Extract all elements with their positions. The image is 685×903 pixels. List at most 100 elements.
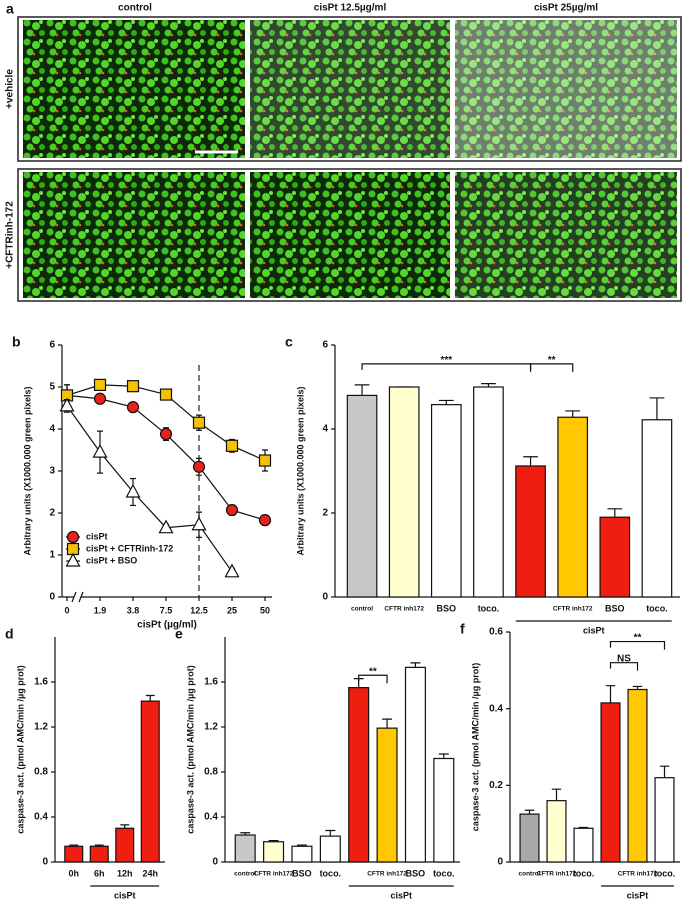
marker bbox=[191, 516, 207, 531]
y-tick-label: 5 bbox=[49, 382, 55, 393]
y-tick-label: 4 bbox=[49, 424, 55, 435]
x-tick-label: control bbox=[518, 871, 540, 878]
error-bar bbox=[523, 456, 538, 466]
y-axis-label: Arbitrary units (X1000.000 green pixels) bbox=[295, 386, 305, 555]
marker bbox=[224, 563, 240, 578]
bar bbox=[376, 727, 398, 863]
error-bar bbox=[659, 765, 670, 778]
significance-bracket bbox=[529, 363, 574, 372]
x-tick-label: toco. bbox=[478, 603, 500, 613]
marker bbox=[93, 378, 107, 391]
significance-label: ** bbox=[369, 666, 377, 677]
error-bar bbox=[145, 694, 155, 702]
panel-letter: e bbox=[175, 626, 183, 642]
row-label: +CFTRinh-172 bbox=[5, 201, 16, 269]
x-tick-label: BSO bbox=[437, 603, 457, 613]
x-tick-label: toco. bbox=[646, 603, 668, 613]
bar bbox=[89, 845, 109, 863]
x-tick-label: CFTR inh172 bbox=[254, 871, 294, 878]
marker bbox=[93, 392, 107, 405]
error-bar bbox=[551, 788, 562, 801]
axis-break bbox=[74, 592, 81, 602]
y-tick-label: 0 bbox=[497, 857, 503, 868]
x-tick-label: 12h bbox=[117, 868, 133, 878]
x-tick-label: 7.5 bbox=[160, 605, 173, 615]
bar bbox=[654, 777, 675, 863]
marker bbox=[225, 439, 239, 452]
x-tick-label: 6h bbox=[94, 868, 105, 878]
y-tick-label: 0.4 bbox=[34, 812, 48, 823]
y-tick-label: 0 bbox=[49, 592, 55, 603]
bar bbox=[319, 835, 341, 863]
error-bar bbox=[438, 753, 449, 759]
y-axis-label: Arbitrary units (X1000.000 green pixels) bbox=[22, 386, 32, 555]
error-bar bbox=[524, 809, 535, 815]
group-label: cisPt bbox=[583, 625, 605, 635]
significance-bracket bbox=[609, 662, 639, 671]
bar bbox=[404, 666, 426, 863]
marker bbox=[258, 454, 272, 467]
panel-letter: a bbox=[6, 1, 14, 17]
marker bbox=[126, 401, 140, 414]
y-tick-label: 6 bbox=[49, 340, 55, 351]
y-tick-label: 2 bbox=[322, 508, 328, 519]
y-tick-label: 1.2 bbox=[204, 722, 218, 733]
marker bbox=[158, 519, 174, 534]
error-bar bbox=[649, 397, 665, 420]
x-tick-label: control bbox=[234, 871, 256, 878]
column-label: cisPt 25µg/ml bbox=[534, 3, 598, 14]
x-tick-label: CFTR inh172 bbox=[367, 871, 407, 878]
x-tick-label: toco. bbox=[573, 868, 595, 878]
x-tick-label: CFTR inh172 bbox=[618, 871, 658, 878]
marker bbox=[192, 416, 206, 429]
y-axis-label: caspase-3 act. (pmol AMC/min /µg prot) bbox=[470, 663, 480, 831]
bar bbox=[546, 800, 567, 863]
error-bar bbox=[325, 829, 336, 837]
x-axis-label: cisPt (µg/ml) bbox=[137, 620, 197, 631]
error-bar bbox=[565, 410, 581, 418]
significance-label: ** bbox=[634, 633, 642, 644]
y-tick-label: 1.6 bbox=[204, 677, 218, 688]
error-bar bbox=[605, 685, 616, 703]
y-axis-label: caspase-3 act. (pmol AMC/min /µg prot) bbox=[15, 665, 25, 833]
significance-bracket bbox=[358, 674, 388, 684]
y-tick-label: 0 bbox=[42, 857, 48, 868]
x-tick-label: 25 bbox=[227, 605, 237, 615]
micrograph bbox=[455, 20, 677, 158]
x-tick-label: toco. bbox=[320, 868, 342, 878]
marker bbox=[125, 483, 141, 498]
y-tick-label: 0.8 bbox=[204, 767, 218, 778]
x-tick-label: BSO bbox=[292, 868, 312, 878]
marker bbox=[92, 443, 108, 458]
bar bbox=[641, 419, 673, 598]
bar bbox=[600, 702, 621, 863]
marker bbox=[225, 503, 239, 517]
axis-break bbox=[71, 591, 84, 603]
row-frame bbox=[17, 16, 682, 162]
bar bbox=[388, 386, 420, 598]
bar bbox=[234, 834, 256, 863]
bar bbox=[433, 757, 455, 863]
bar bbox=[430, 404, 462, 598]
y-tick-label: 0 bbox=[212, 857, 218, 868]
y-tick-label: 1.2 bbox=[34, 722, 48, 733]
column-label: cisPt 12.5µg/ml bbox=[314, 3, 387, 14]
x-tick-label: toco. bbox=[654, 868, 676, 878]
marker bbox=[59, 397, 75, 412]
x-tick-label: CFTR inh172 bbox=[384, 606, 424, 613]
error-bar bbox=[382, 718, 393, 729]
bar bbox=[263, 841, 285, 863]
marker bbox=[159, 388, 173, 401]
x-tick-label: 0h bbox=[68, 868, 79, 878]
bar bbox=[573, 827, 594, 863]
legend-label: cisPt bbox=[86, 531, 108, 541]
bar bbox=[627, 688, 648, 863]
micrograph bbox=[455, 172, 677, 298]
row-frame bbox=[17, 168, 682, 302]
bar bbox=[64, 845, 84, 863]
bar bbox=[557, 416, 589, 598]
x-tick-label: 1.9 bbox=[94, 605, 107, 615]
image-panel: a control cisPt 12.5µg/ml cisPt 25µg/ml … bbox=[5, 1, 682, 302]
error-bar bbox=[354, 384, 370, 396]
